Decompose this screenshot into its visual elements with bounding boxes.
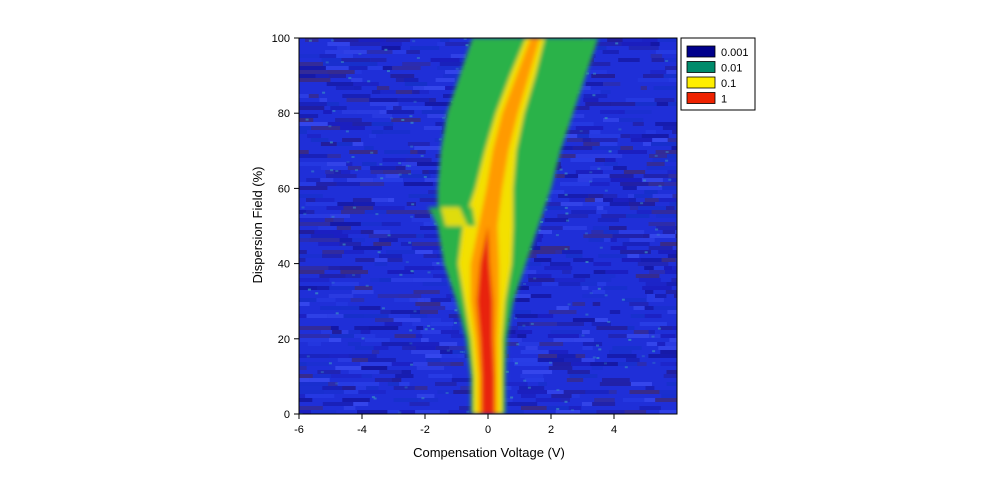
y-tick-label: 40	[278, 259, 290, 271]
x-tick-label: 0	[485, 424, 491, 436]
legend-swatch	[686, 76, 716, 89]
legend: 0.001 0.01 0.1 1	[680, 37, 756, 111]
x-axis-title: Compensation Voltage (V)	[413, 445, 565, 460]
x-tick-label: 2	[548, 424, 554, 436]
y-tick-label: 20	[278, 334, 290, 346]
legend-label: 0.01	[721, 63, 742, 75]
ridge-contours	[428, 38, 599, 414]
x-tick-label: 4	[611, 424, 617, 436]
legend-swatch	[686, 45, 716, 58]
ridge-main-red-band	[477, 38, 536, 414]
plot-area	[298, 37, 678, 415]
y-tick-label: 0	[284, 409, 290, 421]
x-tick-label: -6	[294, 424, 304, 436]
y-axis: 0 20 40 60 80 100	[272, 33, 299, 421]
legend-label: 1	[721, 94, 727, 106]
y-tick-label: 100	[272, 33, 290, 45]
x-tick-label: -2	[420, 424, 430, 436]
legend-label: 0.1	[721, 78, 736, 90]
ridge-side-yellow-band	[440, 207, 468, 226]
legend-swatch	[686, 92, 716, 104]
y-tick-label: 60	[278, 183, 290, 195]
legend-swatch	[686, 61, 716, 73]
x-tick-label: -4	[357, 424, 367, 436]
y-tick-label: 80	[278, 108, 290, 120]
legend-label: 0.001	[721, 47, 749, 59]
x-axis: -6 -4 -2 0 2 4	[294, 414, 617, 436]
y-axis-title: Dispersion Field (%)	[250, 166, 265, 283]
